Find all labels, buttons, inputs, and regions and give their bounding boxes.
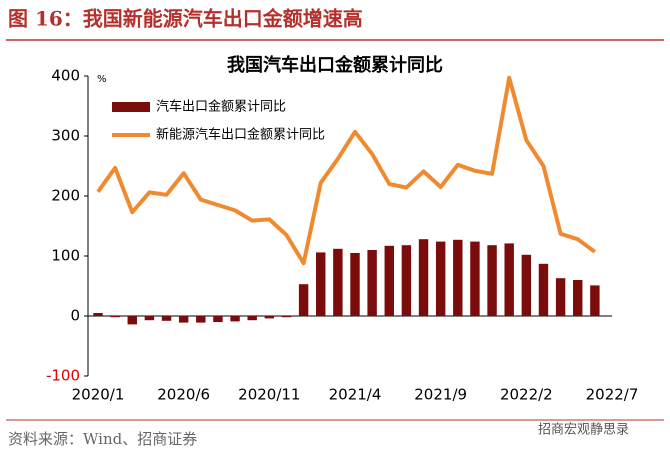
bar xyxy=(333,248,343,316)
bar xyxy=(127,316,137,325)
bar xyxy=(384,245,394,316)
y-tick-label: 100 xyxy=(51,247,80,265)
bar xyxy=(264,316,275,319)
x-tick-label: 2022/7 xyxy=(586,386,639,404)
bar xyxy=(213,316,223,322)
legend-label: 汽车出口金额累计同比 xyxy=(156,99,286,115)
legend-swatch xyxy=(112,102,150,112)
source: 资料来源：Wind、招商证券 xyxy=(8,430,197,448)
figure-header: 图 16：我国新能源汽车出口金额增速高 xyxy=(8,7,363,31)
x-tick-label: 2021/9 xyxy=(414,386,467,404)
y-tick-label: 0 xyxy=(70,307,80,325)
unit-label: % xyxy=(97,74,107,85)
y-tick-label: -100 xyxy=(46,367,80,385)
bar xyxy=(247,316,257,321)
bar xyxy=(435,241,446,316)
bar xyxy=(367,250,377,316)
bar xyxy=(350,253,360,316)
x-tick-label: 2022/2 xyxy=(500,386,553,404)
bar xyxy=(590,285,600,316)
bar xyxy=(573,280,583,316)
bar xyxy=(453,239,463,316)
bar xyxy=(504,243,514,316)
y-tick-label: 400 xyxy=(51,67,80,85)
x-tick-label: 2021/4 xyxy=(329,386,382,404)
y-tick-label: 200 xyxy=(51,187,80,205)
bar xyxy=(161,316,172,321)
bar xyxy=(178,316,189,323)
line xyxy=(96,75,597,266)
bar xyxy=(538,263,549,316)
bar xyxy=(144,316,155,321)
bar xyxy=(93,313,103,316)
x-tick-label: 2020/6 xyxy=(157,386,210,404)
bar xyxy=(521,254,532,316)
bar xyxy=(418,239,429,316)
bar xyxy=(487,245,497,316)
bar xyxy=(110,316,120,318)
chart-title: 我国汽车出口金额累计同比 xyxy=(227,54,443,76)
bar xyxy=(230,316,240,322)
bar xyxy=(196,316,206,323)
y-tick-label: 300 xyxy=(51,127,80,145)
bar xyxy=(470,241,480,316)
bar xyxy=(555,278,566,316)
bar xyxy=(401,245,412,316)
x-tick-label: 2020/1 xyxy=(72,386,125,404)
x-tick-label: 2020/11 xyxy=(238,386,300,404)
watermark: 招商宏观静思录 xyxy=(538,423,629,438)
bar xyxy=(316,252,326,316)
bar xyxy=(298,284,309,316)
bar xyxy=(281,316,292,318)
legend-label: 新能源汽车出口金额累计同比 xyxy=(156,127,325,143)
